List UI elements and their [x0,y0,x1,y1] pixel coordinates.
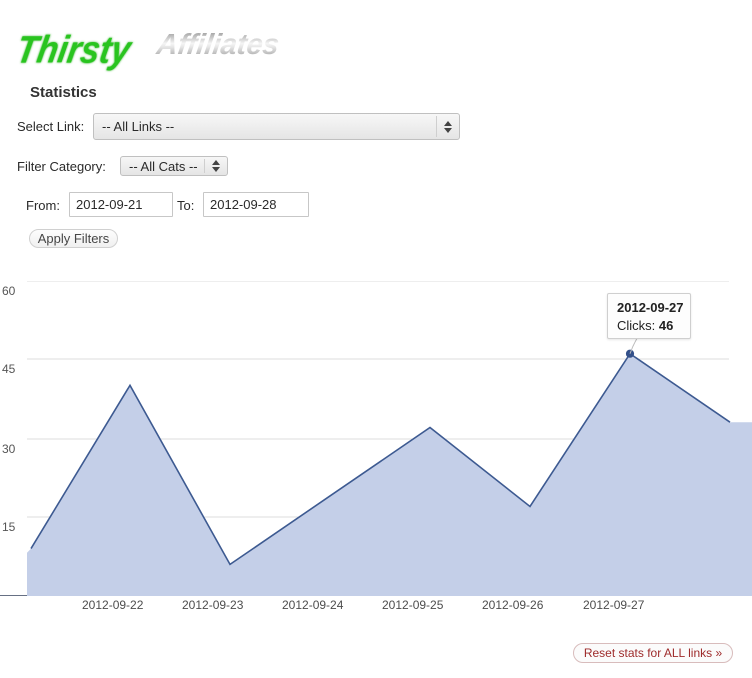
svg-text:Thirsty: Thirsty [14,28,136,71]
svg-text:Affiliates: Affiliates [154,29,281,61]
